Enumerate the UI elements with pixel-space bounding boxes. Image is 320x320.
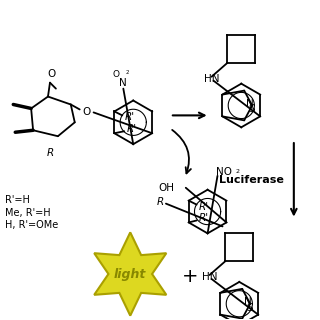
Text: O: O (112, 70, 119, 79)
Text: Me, R'=H: Me, R'=H (5, 208, 51, 218)
Polygon shape (94, 232, 166, 316)
Text: O: O (83, 108, 91, 117)
Text: R'=H: R'=H (5, 195, 30, 205)
Text: R': R' (199, 202, 209, 212)
Text: R': R' (124, 112, 134, 122)
Text: N: N (246, 99, 254, 108)
Text: +: + (181, 268, 198, 286)
Text: $_2$: $_2$ (125, 68, 130, 77)
Text: S: S (246, 303, 253, 313)
Text: light: light (114, 268, 147, 281)
Text: R: R (46, 148, 53, 158)
Text: S: S (248, 104, 255, 114)
Text: NO: NO (215, 167, 231, 177)
Text: OH: OH (158, 183, 174, 193)
Text: O: O (48, 69, 56, 79)
Text: $_2$: $_2$ (235, 167, 241, 176)
Text: R: R (157, 196, 164, 207)
Text: N: N (119, 78, 127, 88)
Text: R': R' (126, 124, 136, 134)
Text: H, R'=OMe: H, R'=OMe (5, 220, 59, 230)
Text: Luciferase: Luciferase (219, 175, 284, 185)
Text: R': R' (199, 213, 209, 223)
Text: HN: HN (202, 272, 218, 282)
Text: HN: HN (204, 74, 220, 84)
Text: N: N (244, 297, 252, 307)
